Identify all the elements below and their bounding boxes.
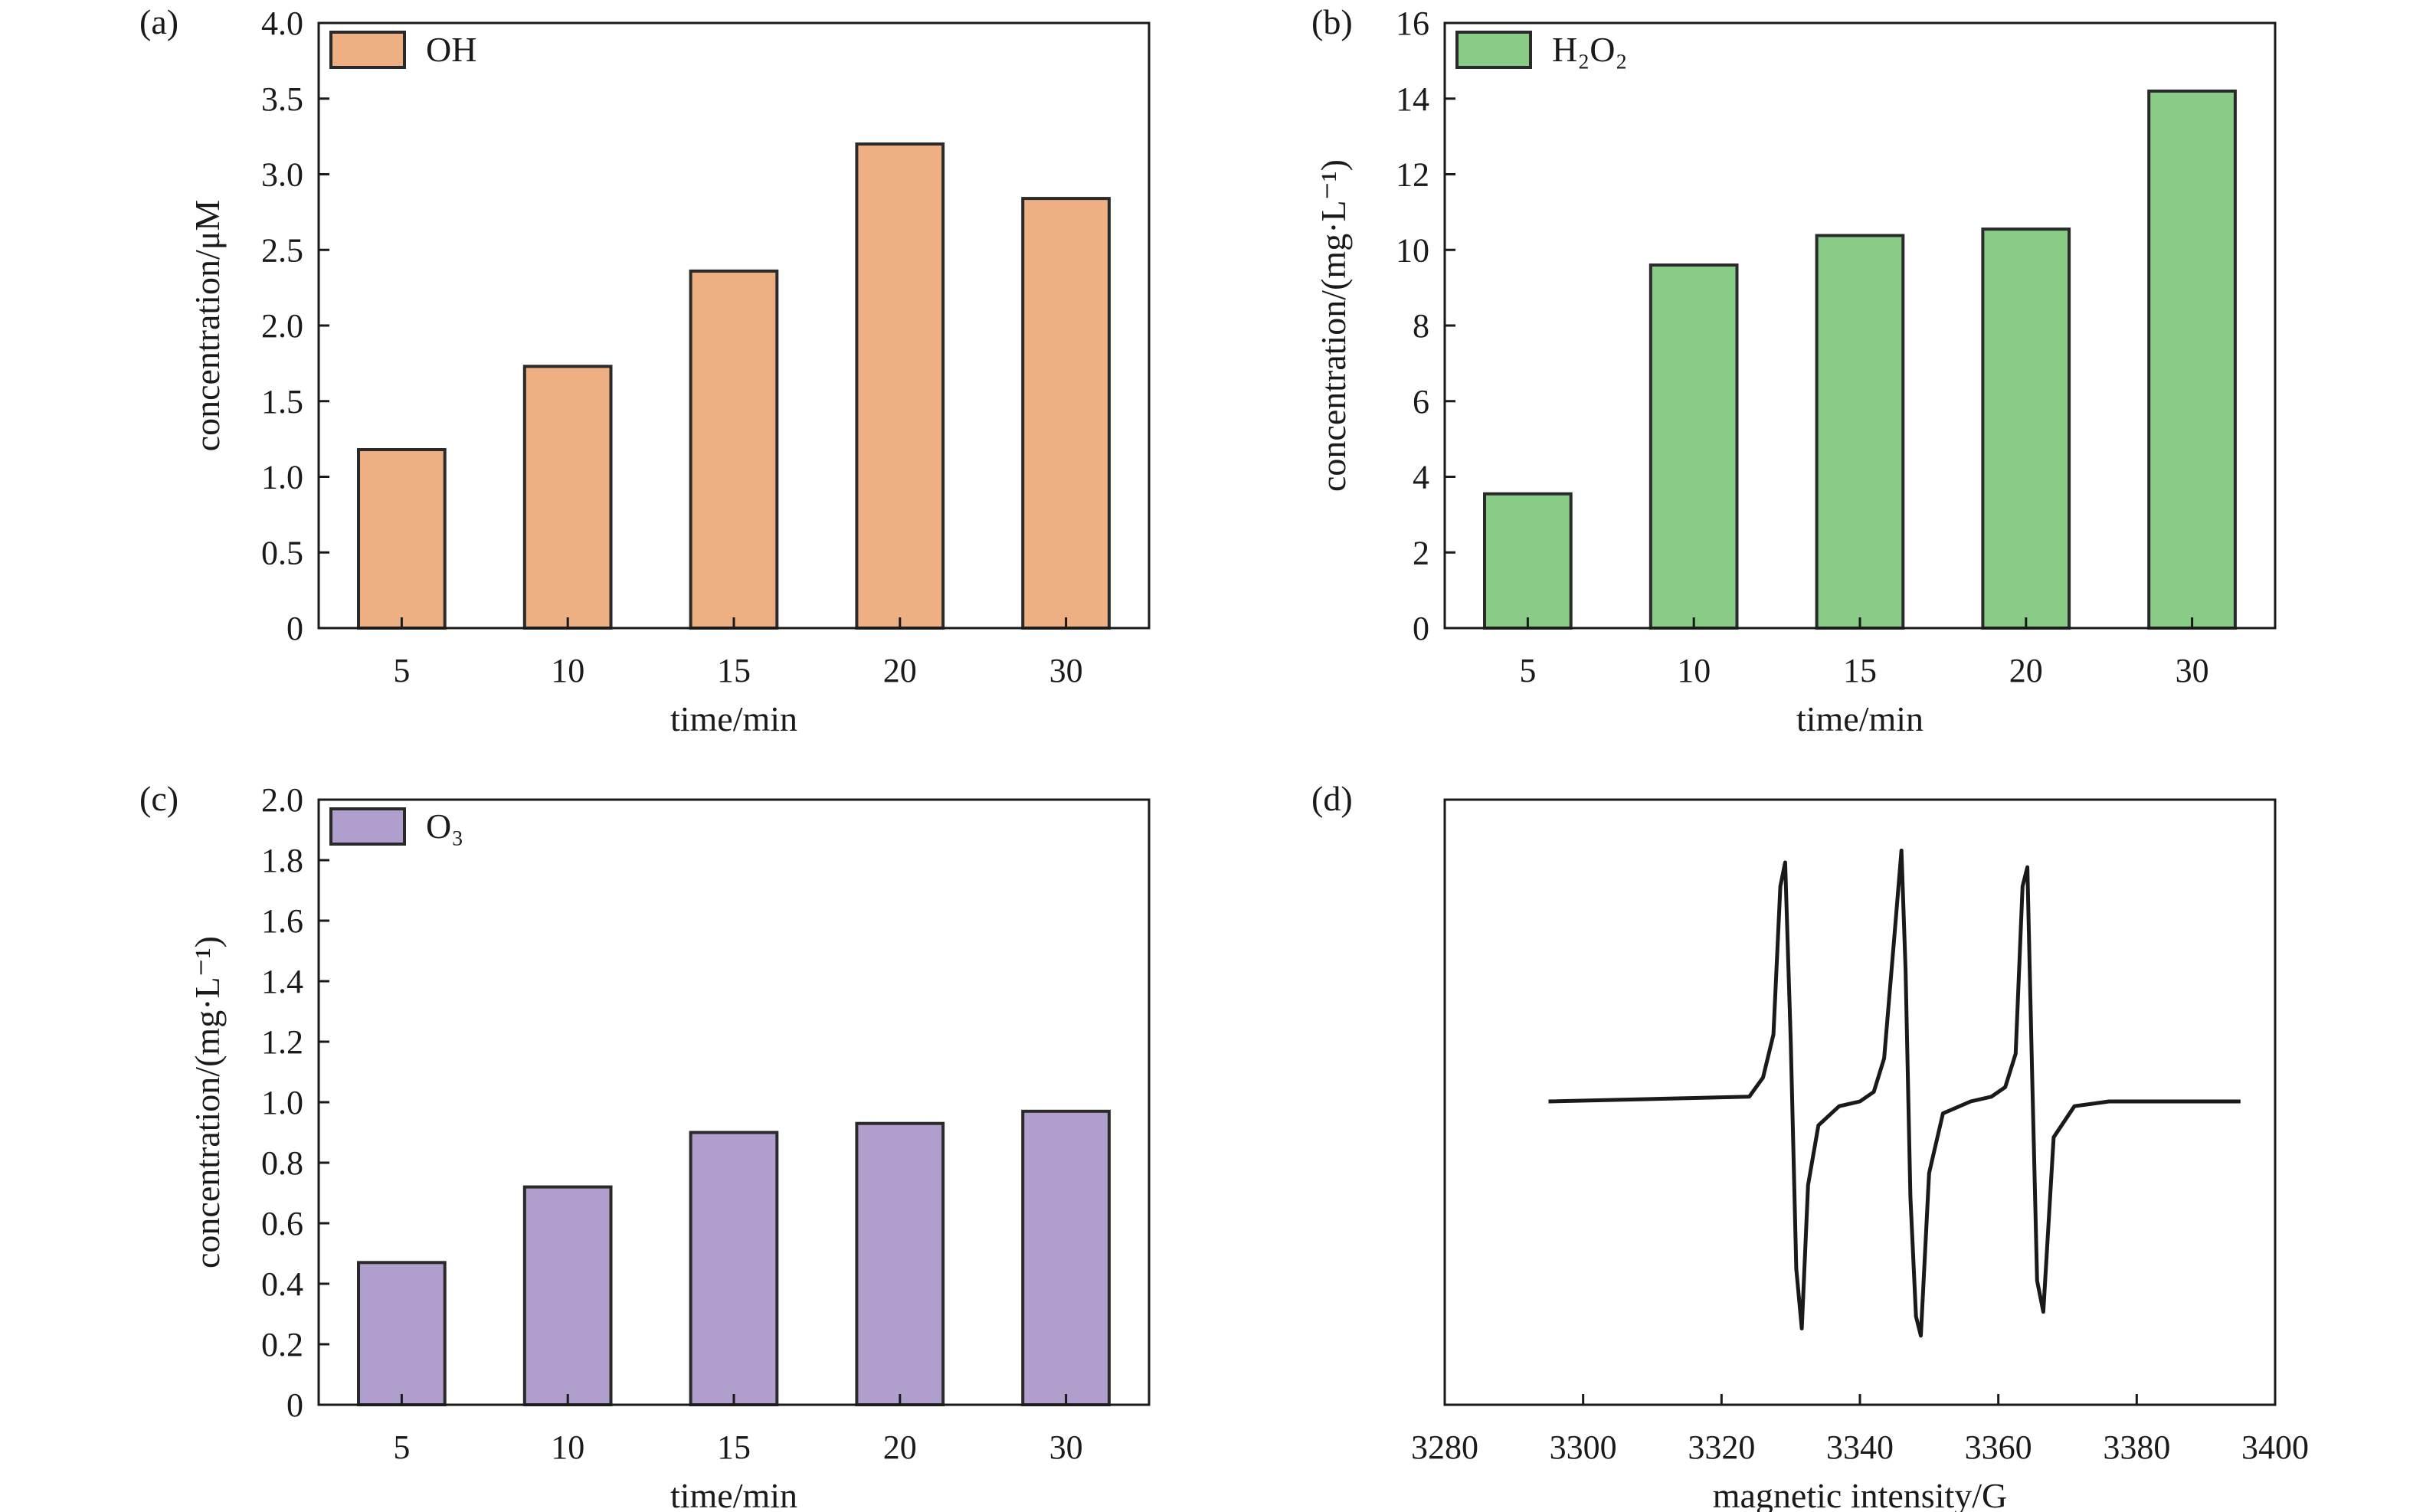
y-tick-label: 12 — [1396, 156, 1429, 194]
y-tick-label: 0 — [1413, 610, 1429, 647]
y-tick-label: 14 — [1396, 80, 1429, 118]
y-tick-label: 0.6 — [261, 1205, 303, 1242]
y-tick-label: 2 — [1413, 534, 1429, 571]
x-axis-label: time/min — [670, 699, 797, 738]
x-tick-label: 20 — [883, 1429, 917, 1466]
bar-30 — [1021, 1109, 1111, 1407]
legend-label: H₂O₂ — [1552, 30, 1628, 69]
y-tick-label: 6 — [1413, 383, 1429, 421]
y-tick-label: 4.0 — [261, 5, 303, 42]
y-tick-label: 0 — [286, 1386, 303, 1424]
bar-15 — [1815, 234, 1905, 630]
legend-swatch — [1455, 31, 1532, 69]
x-tick-label: 15 — [717, 652, 751, 689]
x-axis-label: time/min — [670, 1476, 797, 1512]
y-tick-label: 2.5 — [261, 231, 303, 269]
y-tick-label: 3.0 — [261, 156, 303, 194]
bar-10 — [522, 365, 613, 630]
x-tick-label: 10 — [551, 1429, 584, 1466]
bar-30 — [2147, 89, 2237, 630]
y-tick-label: 1.8 — [261, 842, 303, 879]
y-tick-label: 0.2 — [261, 1326, 303, 1363]
panel-c-bar-chart: (c) 0 0.2 0.4 0.6 0.8 1.0 1.2 1.4 1.6 1.8 2.0 5 10 15 2… — [139, 779, 1151, 1512]
y-axis-label: concentration/(mg·L⁻¹) — [1314, 159, 1353, 492]
y-axis-label: concentration/μM — [188, 200, 227, 452]
y-tick-label: 1.0 — [261, 459, 303, 496]
y-axis-label: concentration/(mg·L⁻¹) — [188, 936, 227, 1268]
panel-d-line-chart: (d) 3280 3300 3320 3340 3360 3380 3400 magnetic … — [1311, 779, 2309, 1512]
bar-20 — [855, 1121, 945, 1406]
legend-label: OH — [426, 30, 476, 69]
y-tick-label: 10 — [1396, 231, 1429, 269]
y-tick-label: 1.2 — [261, 1023, 303, 1061]
x-tick-label: 15 — [1843, 652, 1877, 689]
x-tick-label: 30 — [2176, 652, 2209, 689]
legend-label: O₃ — [426, 807, 463, 846]
epr-spectrum-line — [1548, 848, 2241, 1338]
panel-label: (a) — [139, 2, 178, 41]
y-tick-label: 1.0 — [261, 1084, 303, 1121]
y-tick-label: 16 — [1396, 5, 1429, 42]
x-tick-label: 3340 — [1826, 1429, 1894, 1466]
x-axis-label: magnetic intensity/G — [1713, 1476, 2008, 1512]
bar-5 — [357, 1261, 447, 1407]
x-tick-label: 20 — [2009, 652, 2043, 689]
bar-10 — [522, 1185, 613, 1406]
x-axis-label: time/min — [1796, 699, 1924, 738]
x-tick-label: 10 — [1677, 652, 1711, 689]
panel-label: (d) — [1311, 779, 1353, 818]
panel-b-bar-chart: (b) 0 2 4 6 8 10 12 14 16 5 10 15 20 30 time/min concent… — [1311, 2, 2277, 738]
x-tick-label: 30 — [1049, 1429, 1083, 1466]
bar-10 — [1649, 263, 1739, 630]
bar-20 — [855, 142, 945, 630]
bar-5 — [357, 448, 447, 630]
x-tick-label: 3300 — [1550, 1429, 1617, 1466]
y-tick-label: 1.5 — [261, 383, 303, 421]
x-tick-label: 3280 — [1411, 1429, 1478, 1466]
y-tick-label: 0 — [286, 610, 303, 647]
x-tick-label: 10 — [551, 652, 584, 689]
x-tick-label: 3400 — [2241, 1429, 2309, 1466]
panel-a-bar-chart: (a) 0 0.5 1.0 1.5 2.0 2.5 3.0 3.5 4.0 5 10 15 20 30 tim… — [139, 2, 1151, 738]
y-tick-label: 2.0 — [261, 781, 303, 819]
x-tick-label: 3380 — [2103, 1429, 2170, 1466]
x-tick-label: 15 — [717, 1429, 751, 1466]
bar-30 — [1021, 197, 1111, 630]
x-tick-label: 30 — [1049, 652, 1083, 689]
y-tick-label: 3.5 — [261, 80, 303, 118]
y-tick-label: 2.0 — [261, 307, 303, 345]
y-tick-label: 1.6 — [261, 902, 303, 940]
x-tick-label: 3360 — [1965, 1429, 2032, 1466]
panel-label: (b) — [1311, 2, 1353, 41]
bar-5 — [1483, 492, 1573, 630]
y-tick-label: 0.8 — [261, 1144, 303, 1182]
bar-15 — [689, 1131, 779, 1406]
y-tick-label: 0.4 — [261, 1265, 303, 1303]
legend-swatch — [329, 807, 406, 846]
bar-15 — [689, 269, 779, 630]
y-tick-label: 1.4 — [261, 963, 303, 1000]
y-tick-label: 0.5 — [261, 534, 303, 571]
panel-label: (c) — [139, 779, 178, 818]
x-tick-label: 20 — [883, 652, 917, 689]
x-tick-label: 5 — [393, 652, 410, 689]
y-tick-label: 4 — [1413, 459, 1429, 496]
bar-20 — [1981, 227, 2071, 630]
x-tick-label: 3320 — [1688, 1429, 1755, 1466]
x-tick-label: 5 — [393, 1429, 410, 1466]
y-tick-label: 8 — [1413, 307, 1429, 345]
x-tick-label: 5 — [1519, 652, 1536, 689]
legend-swatch — [329, 31, 406, 69]
